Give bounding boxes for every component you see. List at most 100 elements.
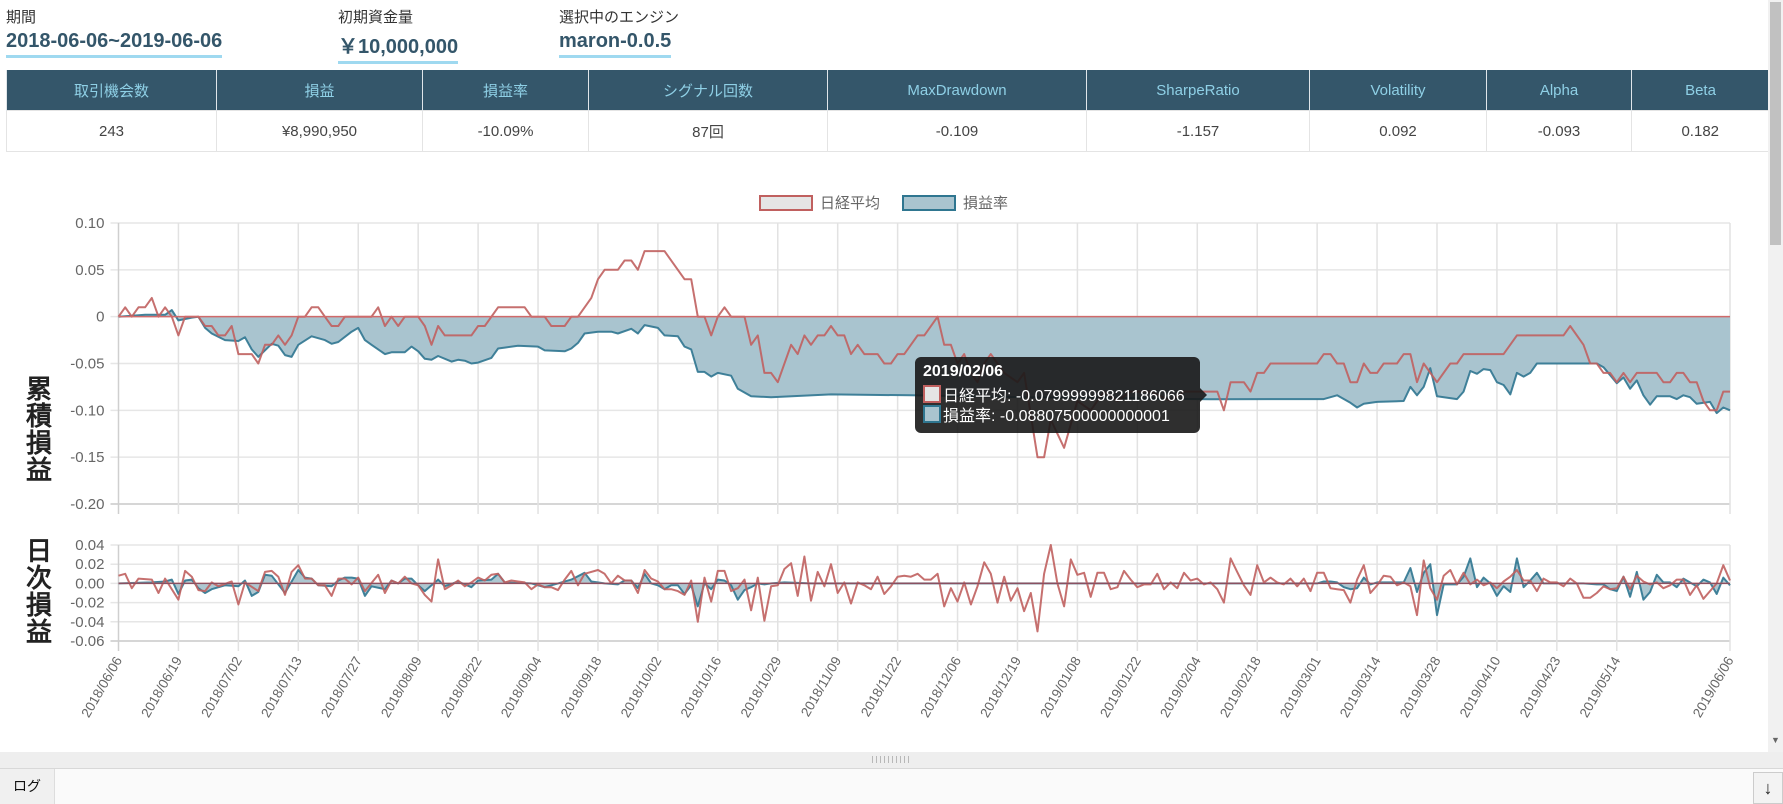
log-panel: ログ ↓ [0,769,1783,804]
page-scrollbar[interactable]: ▼ [1768,0,1783,752]
stats-table: 取引機会数 損益 損益率 シグナル回数 MaxDrawdown SharpeRa… [6,70,1770,152]
y-tick-label: -0.05 [70,356,104,373]
x-tick-label: 2018/10/16 [678,654,725,720]
y-title-char: 損 [25,428,52,458]
x-tick-label: 2019/02/04 [1157,654,1204,720]
stat-value: ¥8,990,950 [216,110,423,152]
y-tick-label: -0.06 [70,633,104,650]
legend-swatch [902,194,956,211]
x-tick-label: 2018/08/09 [378,654,425,720]
capital-label: 初期資金量 [338,9,414,26]
y-title-char: 損 [25,590,52,620]
col-header: シグナル回数 [588,70,828,111]
x-tick-label: 2018/07/02 [198,654,245,720]
stat-value: 87回 [588,110,828,152]
capital-value[interactable]: ￥10,000,000 [338,30,459,64]
tooltip-row-nikkei: 日経平均: -0.07999999821186066 [923,384,1192,405]
x-tick-label: 2018/12/19 [977,654,1024,720]
x-tick-label: 2019/05/14 [1577,654,1624,720]
log-tab[interactable]: ログ [0,769,55,804]
legend-label: 損益率 [963,195,1009,212]
tooltip-row-return: 損益率: -0.08807500000000001 [923,404,1192,425]
engine-value[interactable]: maron-0.0.5 [559,30,672,58]
col-header: Volatility [1309,70,1487,111]
x-tick-label: 2018/09/18 [558,654,605,720]
tooltip-row-label: 日経平均: -0.07999999821186066 [943,388,1185,405]
panel-resize-handle[interactable] [0,752,1783,769]
legend-swatch [759,194,813,211]
y-tick-label: 0.05 [75,262,104,279]
y-title-char: 日 [25,536,52,566]
legend-item-nikkei[interactable]: 日経平均 [759,192,880,213]
y-title-char: 益 [25,617,52,647]
y-tick-label: -0.02 [70,595,104,612]
col-header: MaxDrawdown [827,70,1087,111]
x-tick-label: 2018/08/22 [438,654,485,720]
period-value[interactable]: 2018-06-06~2019-06-06 [6,30,223,58]
x-tick-label: 2018/07/27 [318,654,365,720]
tooltip-row-label: 損益率: -0.08807500000000001 [943,408,1170,425]
x-tick-label: 2019/02/18 [1217,654,1264,720]
x-tick-label: 2018/07/13 [258,654,305,720]
x-tick-label: 2019/03/01 [1277,654,1324,720]
x-tick-label: 2019/03/28 [1397,654,1444,720]
col-header: 損益率 [422,70,589,111]
x-tick-label: 2018/10/02 [618,654,665,720]
scroll-down-arrow-icon[interactable]: ▼ [1771,735,1780,745]
y-tick-label: 0.00 [75,575,104,592]
y-title-char: 益 [25,455,52,485]
stats-header-row: 取引機会数 損益 損益率 シグナル回数 MaxDrawdown SharpeRa… [6,70,1769,111]
x-tick-label: 2018/09/04 [498,654,545,720]
y-tick-label: 0.04 [75,537,104,554]
stat-value: -10.09% [422,110,589,152]
scrollbar-thumb[interactable] [1770,2,1781,245]
y-title-char: 積 [25,401,52,431]
engine-label: 選択中のエンジン [559,9,680,26]
tooltip-title: 2019/02/06 [923,363,1004,380]
x-tick-label: 2018/12/06 [917,654,964,720]
y-tick-label: 0.10 [75,215,104,232]
scroll-to-bottom-button[interactable]: ↓ [1753,772,1783,804]
x-tick-label: 2019/04/10 [1457,654,1504,720]
stats-value-row: 243 ¥8,990,950 -10.09% 87回 -0.109 -1.157… [6,110,1770,152]
x-tick-label: 2018/06/06 [78,654,125,720]
y-tick-label: 0 [96,309,104,326]
period-label: 期間 [6,9,37,26]
col-header: 取引機会数 [6,70,217,111]
series-line-nikkei [118,544,1731,633]
y-tick-label: -0.10 [70,402,104,419]
tooltip-swatch [923,385,941,403]
col-header: 損益 [216,70,423,111]
legend-label: 日経平均 [820,195,881,212]
x-tick-label: 2018/10/29 [738,654,785,720]
y-title-char: 累 [25,374,52,404]
x-tick-label: 2019/06/06 [1690,654,1737,720]
x-tick-label: 2019/03/14 [1337,654,1384,720]
x-tick-label: 2019/04/23 [1517,654,1564,720]
y-axis-title-cumulative: 累 積 損 益 [25,376,53,484]
y-axis-title-daily: 日 次 損 益 [25,538,53,646]
x-tick-label: 2019/01/08 [1037,654,1084,720]
stat-value: -1.157 [1086,110,1310,152]
col-header: SharpeRatio [1086,70,1310,111]
series-line-return [118,557,1731,617]
series-area-return [118,558,1730,616]
chart-tooltip: 2019/02/06 日経平均: -0.07999999821186066 損益… [915,357,1207,433]
performance-chart[interactable]: 0.10 0.05 0 -0.05 -0.10 -0.15 -0.20 0.04 0.02 0.0… [0,0,1768,752]
y-tick-label: -0.20 [70,496,104,513]
x-tick-label: 2018/11/09 [798,654,844,719]
y-title-char: 次 [25,563,52,593]
col-header: Alpha [1486,70,1632,111]
x-tick-label: 2018/11/22 [858,654,904,719]
legend-item-return[interactable]: 損益率 [902,192,1008,213]
y-tick-label: -0.04 [70,614,104,631]
grip-icon [872,756,912,763]
x-tick-label: 2019/01/22 [1097,654,1144,720]
series-line-return [118,309,1731,415]
tooltip-swatch [923,405,941,423]
stat-value: -0.109 [827,110,1087,152]
y-tick-label: -0.15 [70,449,104,466]
col-header: Beta [1631,70,1769,111]
y-tick-label: 0.02 [75,556,104,573]
x-tick-label: 2018/06/19 [138,654,185,720]
